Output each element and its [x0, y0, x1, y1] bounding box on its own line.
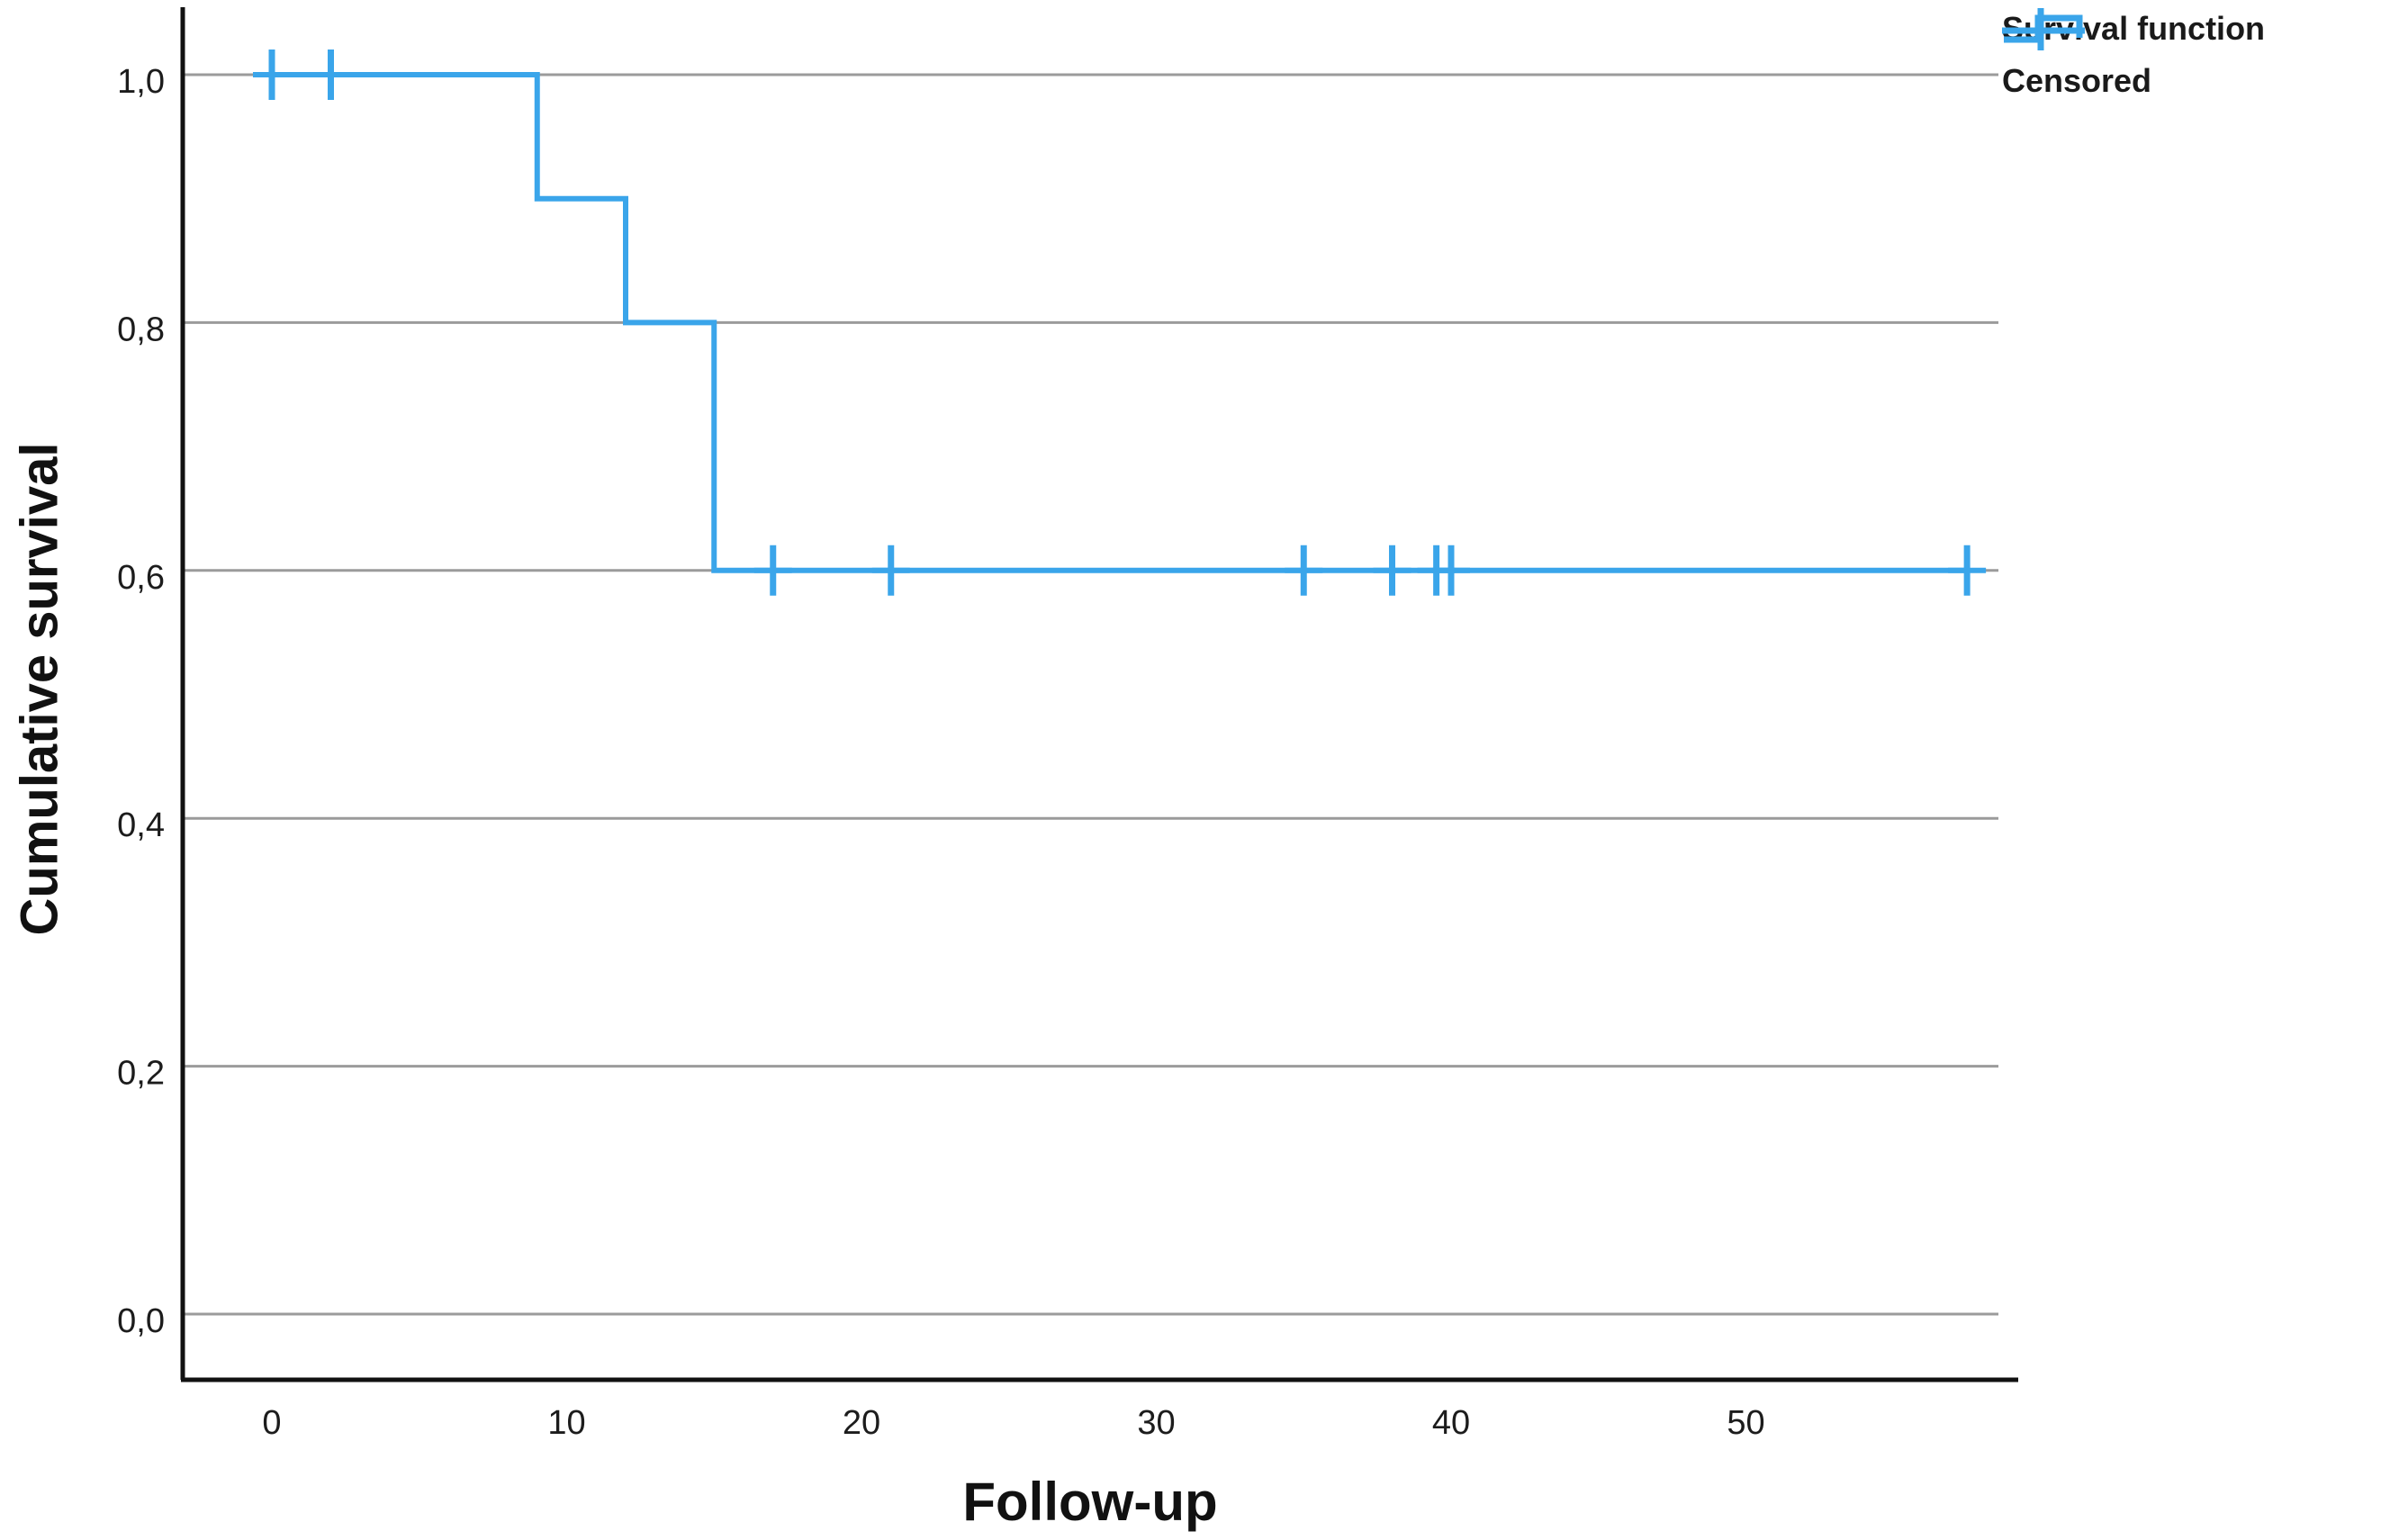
chart-legend: Survival function Censored [2000, 5, 2399, 104]
x-tick-label-20: 20 [843, 1404, 880, 1442]
y-tick-label-1,0: 1,0 [117, 63, 165, 101]
y-tick-label-0,2: 0,2 [117, 1055, 165, 1093]
y-axis-title: Cumulative survival [10, 442, 69, 935]
x-tick-label-10: 10 [547, 1404, 585, 1442]
plus-marker-icon [2002, 8, 2085, 50]
x-tick-label-40: 40 [1432, 1404, 1470, 1442]
survival-function-curve [272, 72, 1968, 573]
x-tick-label-0: 0 [262, 1404, 281, 1442]
y-tick-label-0,6: 0,6 [117, 559, 165, 597]
legend-row-censored: Censored [2000, 8, 2399, 104]
x-tick-label-30: 30 [1137, 1404, 1175, 1442]
y-tick-label-0,4: 0,4 [117, 806, 165, 844]
x-tick-label-50: 50 [1727, 1404, 1764, 1442]
legend-label-censored: Censored [2002, 62, 2152, 99]
y-tick-label-0,0: 0,0 [117, 1302, 165, 1340]
y-tick-label-0,8: 0,8 [117, 311, 165, 348]
x-axis-title: Follow-up [962, 1472, 1218, 1532]
